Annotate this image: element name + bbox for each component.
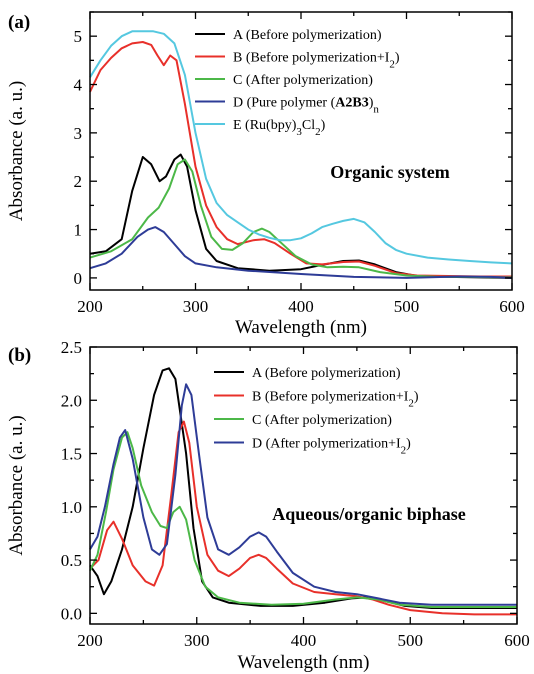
- chart-panel-a: 200 300 400 500 600 0 1 2 3 4 5 Wavelength (nm) Abso…: [6, 11, 525, 338]
- series-line-d: [89, 226, 513, 279]
- chart-annotation: Organic system: [330, 162, 449, 182]
- y-axis-label: Absorbance (a. u.): [6, 415, 27, 555]
- series-line-d: [89, 383, 517, 606]
- legend-entry: E (Ru(bpy)3Cl2): [233, 118, 326, 138]
- x-axis-label: Wavelength (nm): [235, 317, 367, 338]
- y-tick-label: 3: [74, 124, 83, 143]
- legend-entry: A (Before polymerization): [252, 366, 401, 381]
- y-tick-label: 0.5: [61, 551, 82, 570]
- y-tick-label: 0.0: [61, 604, 82, 623]
- x-tick-label: 200: [77, 297, 103, 316]
- y-tick-label: 1: [74, 221, 83, 240]
- x-tick-label: 400: [291, 631, 317, 650]
- x-tick-label: 300: [184, 631, 210, 650]
- x-axis-label: Wavelength (nm): [238, 652, 370, 673]
- y-tick-label: 0: [74, 269, 83, 288]
- legend-entry: C (After polymerization): [252, 413, 392, 428]
- x-tick-label: 500: [398, 631, 424, 650]
- legend-entry: A (Before polymerization): [233, 28, 382, 43]
- legend-entry: D (Pure polymer (A2B3)n: [233, 96, 379, 116]
- y-tick-label: 4: [74, 76, 83, 95]
- y-tick-label: 2.0: [61, 391, 82, 410]
- x-tick-label: 200: [77, 631, 103, 650]
- y-tick-label: 2.5: [61, 338, 82, 357]
- legend-entry: B (Before polymerization+I2): [233, 51, 400, 71]
- chart-panel-b: 200 300 400 500 600 0.0 0.5 1.0 1.5 2.0 2.5 Wavelen…: [6, 338, 530, 673]
- panel-label: (b): [8, 345, 31, 366]
- legend-entry: C (After polymerization): [233, 73, 373, 88]
- panel-label: (a): [8, 12, 30, 33]
- y-tick-label: 2: [74, 172, 83, 191]
- y-tick-label: 5: [74, 27, 83, 46]
- series-line-b: [89, 41, 512, 278]
- legend-entry: B (Before polymerization+I2): [252, 390, 419, 410]
- x-tick-label: 400: [288, 297, 314, 316]
- y-tick-label: 1.0: [61, 498, 82, 517]
- series-line-e: [89, 30, 513, 265]
- series-line-c: [89, 431, 517, 608]
- x-tick-label: 600: [499, 297, 525, 316]
- series-line-c: [89, 158, 513, 279]
- chart-annotation: Aqueous/organic biphase: [272, 504, 466, 524]
- x-tick-label: 600: [504, 631, 530, 650]
- y-tick-label: 1.5: [61, 445, 82, 464]
- x-tick-label: 500: [394, 297, 420, 316]
- series-line-a: [89, 153, 513, 279]
- x-tick-label: 300: [183, 297, 209, 316]
- y-axis-label: Absorbance (a. u.): [6, 81, 27, 221]
- legend-entry: D (After polymerization+I2): [252, 437, 411, 457]
